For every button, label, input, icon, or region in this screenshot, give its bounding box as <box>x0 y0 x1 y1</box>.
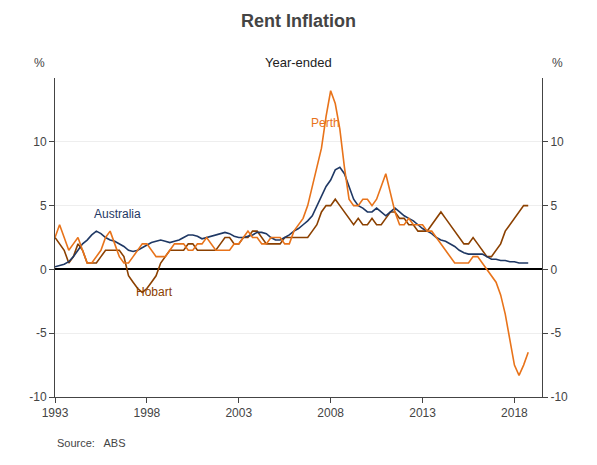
svg-text:1998: 1998 <box>134 406 161 420</box>
svg-text:Perth: Perth <box>311 116 340 130</box>
svg-text:Source: ABS: Source: ABS <box>57 437 125 449</box>
svg-text:%: % <box>552 56 563 70</box>
svg-text:Australia: Australia <box>94 207 141 221</box>
svg-text:-10: -10 <box>550 390 568 404</box>
svg-text:1993: 1993 <box>42 406 69 420</box>
svg-text:2013: 2013 <box>409 406 436 420</box>
svg-text:Year-ended: Year-ended <box>265 55 332 70</box>
svg-text:Rent Inflation: Rent Inflation <box>241 11 356 31</box>
svg-text:-5: -5 <box>550 326 561 340</box>
svg-text:10: 10 <box>550 135 564 149</box>
svg-text:-10: -10 <box>29 390 47 404</box>
svg-text:%: % <box>34 56 45 70</box>
svg-text:10: 10 <box>33 135 47 149</box>
svg-text:0: 0 <box>550 263 557 277</box>
svg-text:2018: 2018 <box>501 406 528 420</box>
svg-text:0: 0 <box>40 263 47 277</box>
svg-text:-5: -5 <box>36 326 47 340</box>
svg-text:Hobart: Hobart <box>136 285 173 299</box>
svg-text:5: 5 <box>550 199 557 213</box>
svg-text:5: 5 <box>40 199 47 213</box>
svg-text:2008: 2008 <box>317 406 344 420</box>
svg-text:2003: 2003 <box>225 406 252 420</box>
